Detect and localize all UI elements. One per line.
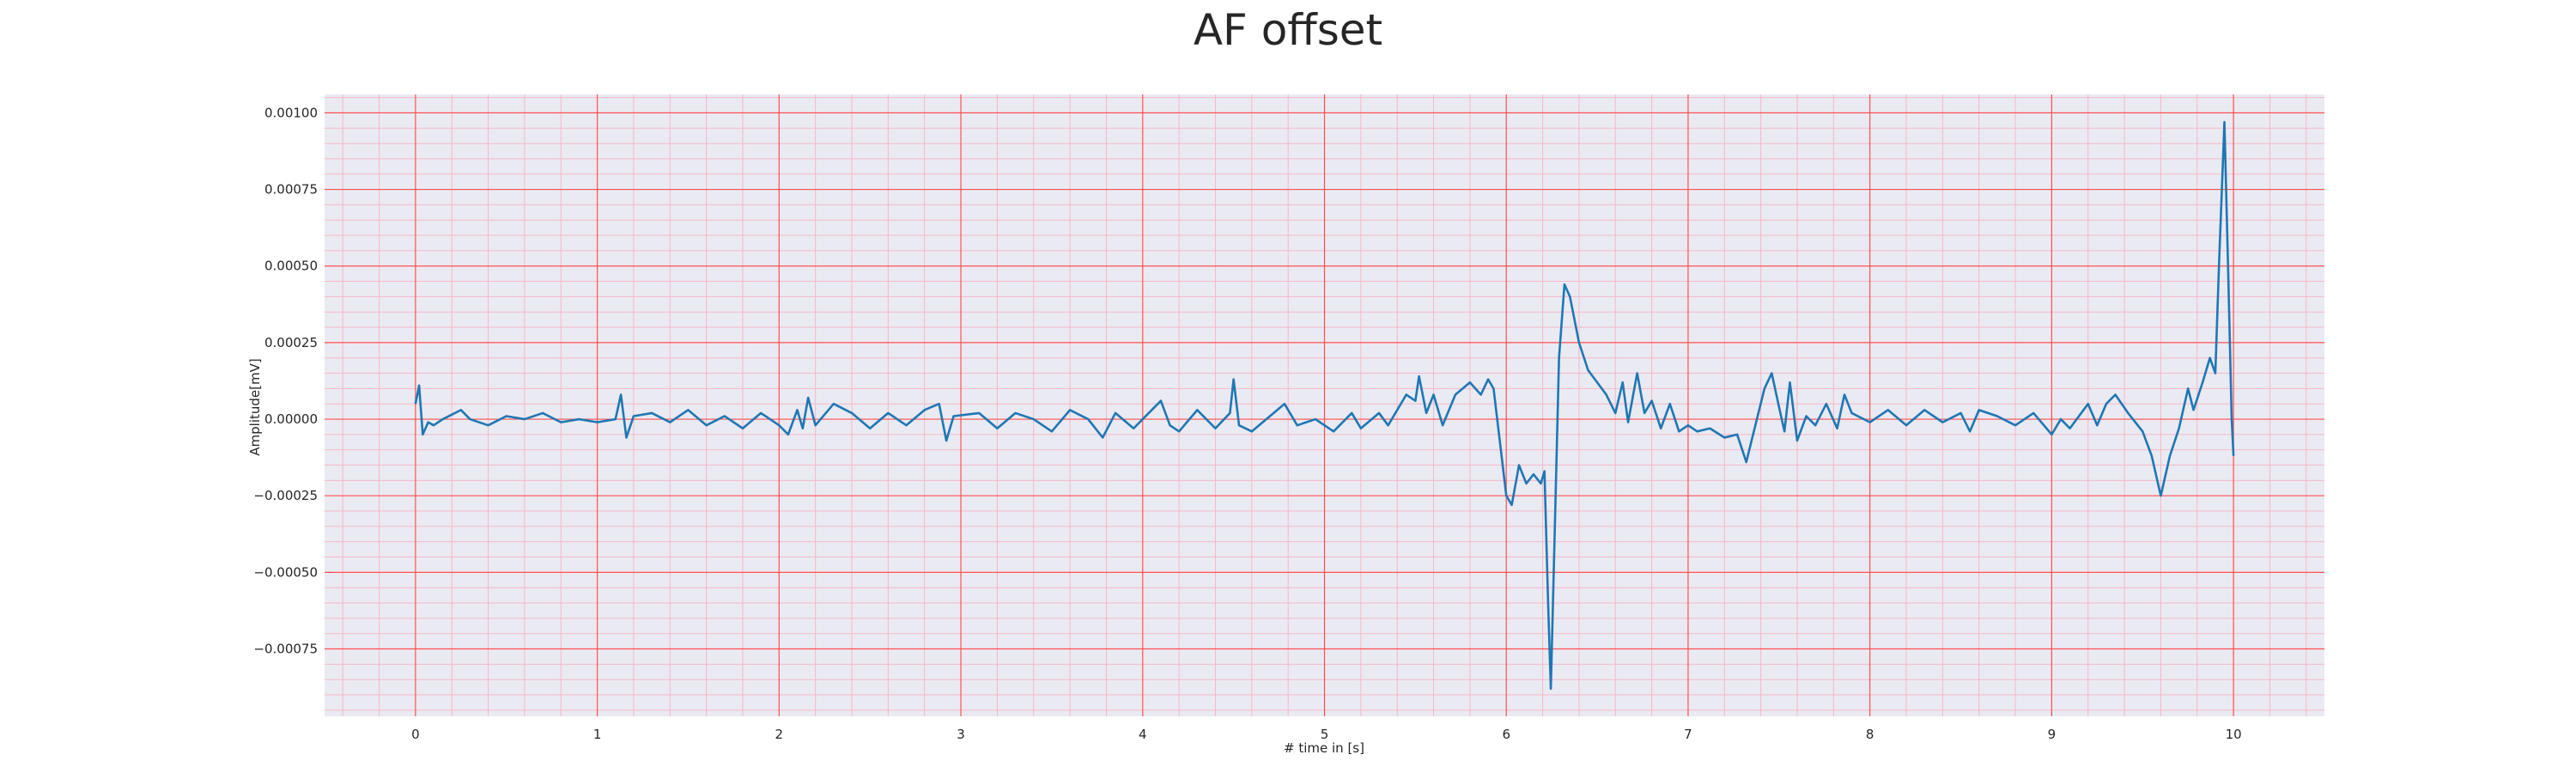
y-tick-label: 0.00100 bbox=[264, 105, 318, 120]
y-tick-label: −0.00075 bbox=[253, 642, 318, 657]
x-tick-label: 3 bbox=[957, 727, 965, 742]
x-tick-label: 0 bbox=[411, 727, 420, 742]
y-tick-label: −0.00025 bbox=[253, 488, 318, 503]
x-axis-label: # time in [s] bbox=[1284, 740, 1364, 756]
y-tick-label: 0.00000 bbox=[264, 411, 318, 427]
x-tick-label: 9 bbox=[2048, 727, 2057, 742]
x-tick-label: 5 bbox=[1321, 727, 1329, 742]
x-tick-label: 8 bbox=[1866, 727, 1874, 742]
chart-title: AF offset bbox=[1194, 5, 1382, 55]
x-tick-label: 1 bbox=[593, 727, 602, 742]
x-tick-label: 2 bbox=[775, 727, 784, 742]
x-tick-label: 7 bbox=[1684, 727, 1692, 742]
y-tick-label: −0.00050 bbox=[253, 564, 318, 580]
y-axis-label: Amplitude[mV] bbox=[247, 358, 263, 455]
x-tick-label: 10 bbox=[2226, 727, 2242, 742]
y-tick-label: 0.00025 bbox=[264, 335, 318, 350]
y-tick-label: 0.00050 bbox=[264, 259, 318, 274]
x-tick-label: 6 bbox=[1502, 727, 1510, 742]
y-tick-label: 0.00075 bbox=[264, 182, 318, 198]
data-line bbox=[414, 120, 2235, 691]
x-tick-label: 4 bbox=[1139, 727, 1147, 742]
